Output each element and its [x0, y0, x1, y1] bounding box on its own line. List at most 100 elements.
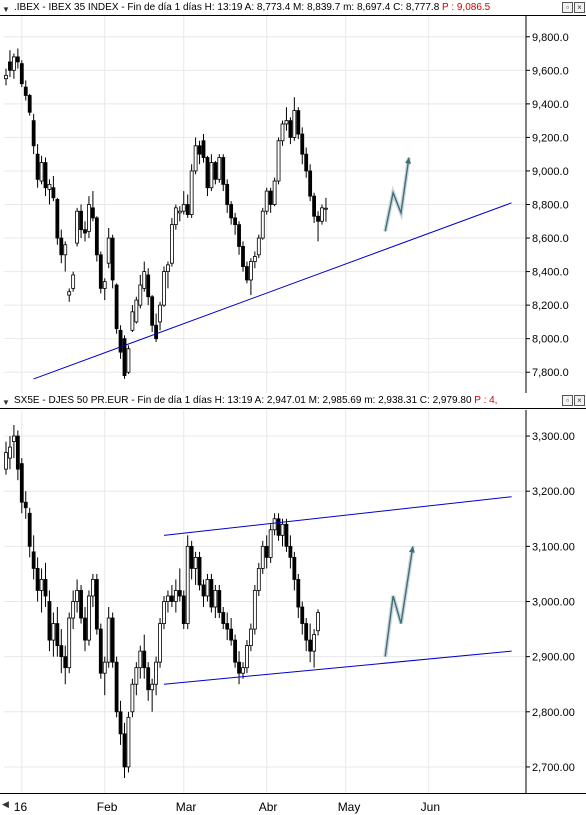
sx5e-candle-body	[213, 590, 218, 608]
ibex-candle-body	[59, 237, 64, 256]
sx5e-candle-body	[94, 579, 99, 630]
ibex-candle-body	[154, 324, 159, 340]
ibex-candle-body	[260, 210, 265, 239]
sx5e-candle-body	[134, 667, 139, 685]
sx5e-candle-body	[130, 683, 135, 713]
sx5e-candle-body	[23, 501, 28, 509]
ibex-candle-body	[229, 204, 234, 219]
sx5e-ytick-label: 2,800.00	[532, 707, 575, 719]
sx5e-candle-body	[308, 639, 313, 652]
sx5e-candle-body	[233, 639, 238, 663]
sx5e-candle-body	[181, 595, 186, 624]
sx5e-title: SX5E - DJES 50 PR.EUR - Fin de día 1 día…	[14, 393, 497, 408]
ibex-candle-body	[35, 153, 40, 180]
sx5e-candle-body	[166, 595, 170, 602]
ibex-candle-body	[181, 204, 186, 212]
ibex-symbol: .IBEX - IBEX 35 INDEX - Fin de día 1 día…	[14, 2, 202, 13]
scroll-left-icon[interactable]: ◀	[2, 799, 9, 809]
sx5e-candle-body	[312, 634, 317, 652]
sx5e-ytick-label: 2,900.00	[532, 652, 575, 664]
sx5e-candle-body	[221, 612, 226, 624]
close-icon[interactable]: ×	[574, 2, 585, 13]
close-icon[interactable]: ×	[574, 395, 585, 406]
ibex-stats: H: 13:19 A: 8,773.4 M: 8,839.7 m: 8,697.…	[204, 2, 440, 13]
ibex-ytick-label: 9,200.0	[532, 132, 569, 144]
ibex-candle-body	[324, 207, 328, 210]
sx5e-candle-body	[91, 579, 95, 597]
ibex-projection-shadow	[383, 157, 411, 232]
sx5e-candle-body	[114, 661, 119, 713]
sx5e-candle-body	[15, 435, 20, 470]
ibex-candle-body	[114, 284, 119, 330]
ibex-candle-body	[233, 217, 238, 226]
ibex-candle-body	[312, 195, 317, 217]
x-axis-label: Jun	[420, 800, 440, 814]
sx5e-candle-body	[209, 579, 214, 608]
ibex-ytick-label: 8,200.0	[532, 300, 569, 312]
sx5e-chart: 2,700.00 2,800.00 2,900.00 3,000.00 3,100.00…	[4, 410, 575, 793]
sx5e-candle-body	[19, 463, 24, 503]
sx5e-stats: H: 13:19 A: 2,947.01 M: 2,985.69 m: 2,93…	[214, 395, 472, 406]
sx5e-candle-body	[106, 617, 111, 663]
x-axis-label: Feb	[96, 800, 118, 814]
sx5e-candle-body	[87, 595, 91, 641]
minimize-icon[interactable]: ▫	[562, 395, 573, 406]
sx5e-candle-body	[316, 612, 320, 632]
ibex-candle-body	[63, 244, 68, 256]
ibex-candle-body	[248, 261, 253, 281]
ibex-candle-body	[79, 210, 83, 231]
sx5e-trendline	[163, 650, 512, 685]
ibex-candle-body	[177, 210, 182, 214]
ibex-header: ▼ .IBEX - IBEX 35 INDEX - Fin de día 1 d…	[0, 0, 586, 16]
ibex-candle-body	[126, 348, 131, 373]
minimize-icon[interactable]: ▫	[562, 2, 573, 13]
ibex-candle-body	[134, 299, 139, 323]
sx5e-candle-body	[237, 661, 241, 674]
sx5e-candle-body	[185, 545, 190, 624]
ibex-candle-body	[110, 237, 115, 281]
x-axis-label: 16	[13, 800, 28, 814]
ibex-candle-body	[8, 61, 12, 71]
sx5e-header: ▼ SX5E - DJES 50 PR.EUR - Fin de día 1 d…	[0, 393, 586, 409]
sx5e-candle-body	[158, 623, 162, 663]
ibex-ytick-label: 9,400.0	[532, 99, 569, 111]
ibex-candle-body	[122, 338, 127, 376]
sx5e-candle-body	[252, 590, 257, 630]
x-axis-label: Abr	[258, 800, 278, 814]
ibex-title: .IBEX - IBEX 35 INDEX - Fin de día 1 día…	[14, 0, 490, 15]
sx5e-candle-body	[248, 628, 253, 647]
sx5e-candle-body	[197, 556, 202, 586]
sx5e-candle-body	[39, 579, 44, 591]
ibex-candle-body	[197, 145, 202, 155]
ibex-ytick-label: 8,000.0	[532, 334, 569, 346]
sx5e-candle-body	[79, 590, 83, 619]
ibex-candle-body	[75, 210, 79, 244]
ibex-candle-body	[98, 254, 103, 289]
ibex-candle-body	[83, 229, 87, 234]
sx5e-candle-body	[177, 590, 182, 597]
ibex-candle-body	[106, 237, 111, 264]
ibex-candle-body	[158, 304, 162, 323]
ibex-ytick-label: 9,800.0	[532, 32, 569, 44]
ibex-candle-body	[173, 207, 178, 226]
ibex-candle-body	[284, 120, 289, 125]
ibex-candle-body	[288, 120, 293, 138]
ibex-candle-body	[245, 266, 249, 281]
ibex-candle-body	[169, 224, 174, 264]
sx5e-candle-body	[173, 590, 178, 602]
ibex-candle-body	[225, 183, 230, 205]
sx5e-candle-body	[280, 523, 285, 536]
sx5e-candle-body	[43, 579, 48, 597]
sx5e-candle-body	[292, 556, 297, 580]
sx5e-candle-body	[31, 551, 36, 569]
sx5e-candle-body	[150, 683, 155, 691]
ibex-candle-body	[55, 199, 60, 239]
ibex-candle-body	[252, 256, 257, 262]
ibex-candle-body	[142, 271, 147, 289]
triangle-down-icon[interactable]: ▼	[2, 5, 10, 14]
ibex-candle-body	[11, 56, 16, 71]
sx5e-candle-body	[154, 661, 159, 685]
triangle-down-icon[interactable]: ▼	[2, 398, 10, 407]
ibex-candle-body	[71, 274, 76, 289]
ibex-candle-body	[300, 133, 305, 155]
